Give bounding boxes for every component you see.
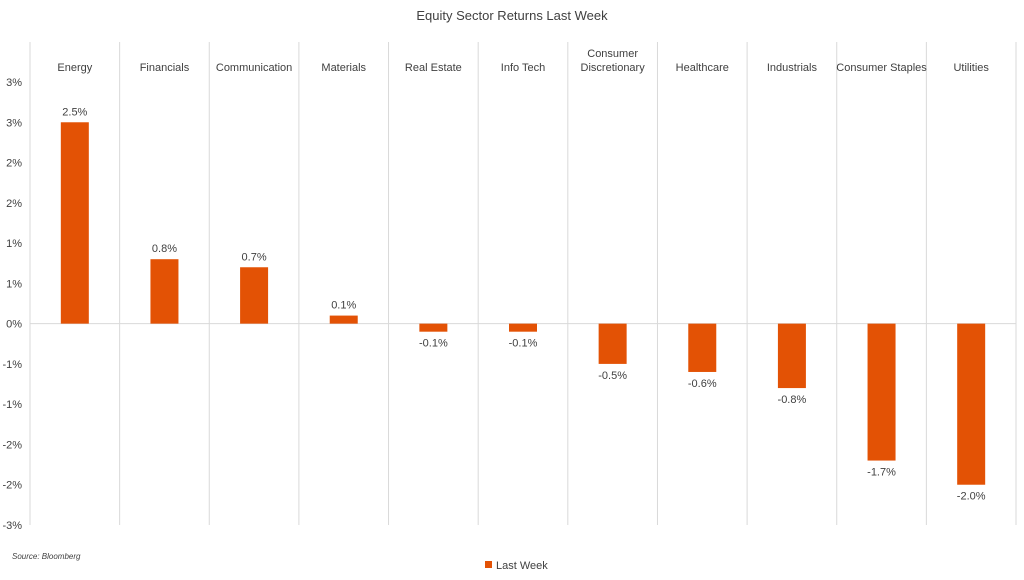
category-label: Materials: [321, 62, 366, 74]
bar: [688, 323, 717, 372]
data-label: 0.8%: [152, 243, 177, 255]
y-tick-label: 1%: [6, 238, 22, 250]
category-label: Healthcare: [676, 62, 729, 74]
data-label: -2.0%: [957, 491, 986, 503]
category-labels: Energy Financials Communication Materials Re…: [57, 48, 989, 74]
y-tick-label: 0%: [6, 319, 22, 331]
data-label: 0.1%: [331, 300, 356, 312]
category-label: Consumer Discretionary: [581, 48, 646, 74]
data-label: -0.6%: [688, 378, 717, 390]
bars: [60, 122, 986, 485]
y-tick-label: -2%: [2, 480, 22, 492]
data-label: -0.5%: [598, 370, 627, 382]
legend-label: Last Week: [496, 560, 548, 572]
y-tick-label: -3%: [2, 520, 22, 532]
category-label: Financials: [140, 62, 190, 74]
data-labels: 2.5% 0.8% 0.7% 0.1% -0.1% -0.1% -0.5% -0.6% -0.8…: [62, 106, 985, 502]
y-tick-label: 2%: [6, 158, 22, 170]
bar: [598, 323, 627, 364]
bar: [957, 323, 986, 485]
y-tick-label: 3%: [6, 77, 22, 89]
y-tick-label: 2%: [6, 198, 22, 210]
category-label: Info Tech: [501, 62, 545, 74]
y-tick-label: 3%: [6, 117, 22, 129]
category-label: Real Estate: [405, 62, 462, 74]
category-label: Industrials: [767, 62, 818, 74]
data-label: -0.1%: [419, 338, 448, 350]
category-label: Consumer Staples: [836, 62, 927, 74]
chart-title: Equity Sector Returns Last Week: [416, 8, 608, 23]
data-label: -0.1%: [509, 338, 538, 350]
data-label: -0.8%: [778, 394, 807, 406]
bar: [60, 122, 89, 324]
category-label: Energy: [57, 62, 92, 74]
category-label: Communication: [216, 62, 292, 74]
bar: [867, 323, 896, 461]
bar: [419, 323, 448, 332]
y-tick-label: -1%: [2, 399, 22, 411]
bar: [329, 315, 358, 324]
y-tick-label: -2%: [2, 439, 22, 451]
data-label: 2.5%: [62, 106, 87, 118]
legend-swatch: [485, 561, 492, 568]
source-note: Source: Bloomberg: [12, 552, 81, 561]
bar: [150, 259, 179, 324]
data-label: 0.7%: [242, 251, 267, 263]
bar: [240, 267, 269, 324]
data-label: -1.7%: [867, 467, 896, 479]
y-axis-ticks: 3% 3% 2% 2% 1% 1% 0% -1% -1% -2% -2% -3%: [2, 77, 22, 532]
bar: [777, 323, 806, 389]
y-tick-label: 1%: [6, 278, 22, 290]
bar: [509, 323, 537, 332]
legend: Last Week: [485, 560, 548, 572]
y-tick-label: -1%: [2, 359, 22, 371]
category-label: Utilities: [953, 62, 989, 74]
